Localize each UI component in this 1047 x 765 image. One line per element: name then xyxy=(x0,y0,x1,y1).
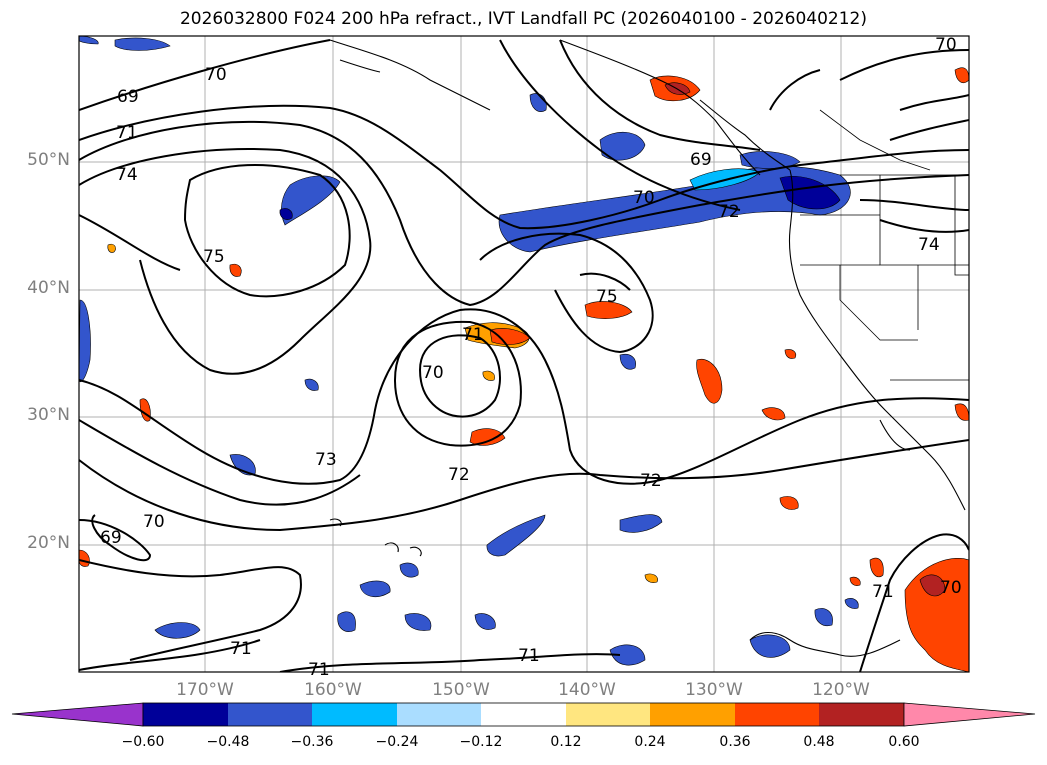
colorbar-cell xyxy=(819,703,904,726)
contour-label: 71 xyxy=(230,639,252,659)
contour-label: 72 xyxy=(640,471,662,491)
contour-label: 70 xyxy=(935,35,957,55)
contour-label: 73 xyxy=(315,450,337,470)
colorbar-cell xyxy=(228,703,312,726)
contour-label: 71 xyxy=(462,325,484,345)
contour-label: 70 xyxy=(422,363,444,383)
colorbar-cell xyxy=(650,703,735,726)
colorbar-tick-label: 0.48 xyxy=(803,734,835,750)
colorbar-tick-label: 0.36 xyxy=(719,734,751,750)
lat-label: 50°N xyxy=(27,150,70,170)
colorbar-cell xyxy=(566,703,650,726)
colorbar-tick-label: −0.60 xyxy=(121,734,165,750)
contour-label: 69 xyxy=(117,87,139,107)
lat-label: 30°N xyxy=(27,405,70,425)
colorbar-cell xyxy=(397,703,481,726)
colorbar-extend-high xyxy=(903,702,1036,727)
contour-label: 75 xyxy=(596,287,618,307)
contour-label: 72 xyxy=(718,202,740,222)
contour-label: 74 xyxy=(116,165,138,185)
contour-label: 71 xyxy=(518,646,540,666)
contour-label-group: 69 70 71 74 75 70 71 73 72 72 70 69 70 7… xyxy=(100,35,962,680)
colorbar-cell xyxy=(481,703,566,726)
colorbar-cell xyxy=(312,703,397,726)
positive-anomaly-patches xyxy=(79,67,969,672)
colorbar-tick-label: −0.48 xyxy=(206,734,250,750)
colorbar-cell xyxy=(143,703,228,726)
contour-label: 71 xyxy=(116,123,138,143)
colorbar-tick-label: 0.24 xyxy=(634,734,666,750)
graticule xyxy=(79,36,969,672)
lon-label: 170°W xyxy=(176,680,234,700)
lon-label: 140°W xyxy=(558,680,616,700)
colorbar-cell xyxy=(735,703,819,726)
map-title: 2026032800 F024 200 hPa refract., IVT La… xyxy=(179,9,867,29)
lon-label: 130°W xyxy=(685,680,743,700)
lon-label: 120°W xyxy=(812,680,870,700)
plot-frame xyxy=(78,35,970,673)
contour-label: 70 xyxy=(143,512,165,532)
contour-label: 69 xyxy=(100,528,122,548)
colorbar xyxy=(11,702,1036,727)
contour-label: 70 xyxy=(940,578,962,598)
contour-label: 70 xyxy=(205,65,227,85)
contour-label: 71 xyxy=(872,582,894,602)
plot-area xyxy=(79,36,969,672)
contour-label: 72 xyxy=(448,465,470,485)
contour-label: 74 xyxy=(918,235,940,255)
colorbar-tick-label: −0.12 xyxy=(459,734,503,750)
contour-label: 69 xyxy=(690,150,712,170)
colorbar-tick-label: −0.36 xyxy=(290,734,334,750)
colorbar-tick-label: −0.24 xyxy=(375,734,419,750)
colorbar-tick-label: 0.60 xyxy=(888,734,920,750)
contour-label: 70 xyxy=(633,188,655,208)
contour-label: 75 xyxy=(203,247,225,267)
refractivity-contours xyxy=(79,39,969,672)
lat-label: 20°N xyxy=(27,533,70,553)
lat-label: 40°N xyxy=(27,278,70,298)
colorbar-extend-low xyxy=(11,702,144,727)
colorbar-tick-label: 0.12 xyxy=(550,734,582,750)
lon-label: 150°W xyxy=(432,680,490,700)
contour-label: 71 xyxy=(308,660,330,680)
lon-label: 160°W xyxy=(304,680,362,700)
